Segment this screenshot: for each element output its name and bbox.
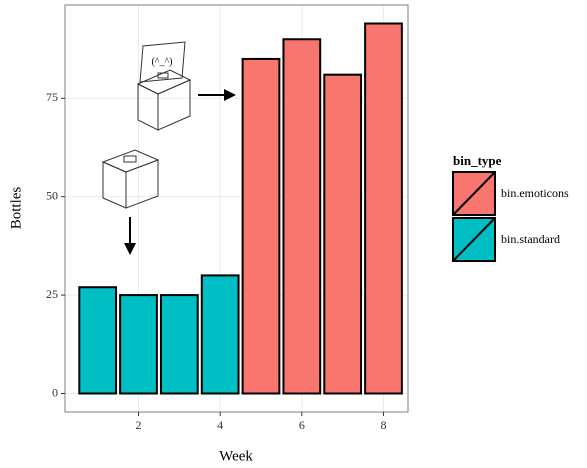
bar <box>202 275 239 393</box>
legend: bin.emoticons bin.standard <box>453 172 569 261</box>
chart: (^_^) Week Bottles bin_type bin.emoticon… <box>0 0 587 468</box>
y-tick-label: 25 <box>46 287 58 301</box>
x-tick-label: 8 <box>381 418 387 432</box>
x-axis-title: Week <box>219 448 253 464</box>
bar <box>79 287 116 393</box>
x-tick-label: 2 <box>136 418 142 432</box>
legend-label: bin.emoticons <box>501 186 569 200</box>
bar <box>283 39 320 393</box>
y-tick-label: 75 <box>46 90 58 104</box>
bar <box>365 24 402 394</box>
x-tick-label: 6 <box>299 418 305 432</box>
bar <box>161 295 198 393</box>
legend-title: bin_type <box>453 153 502 168</box>
bar <box>120 295 157 393</box>
bar <box>243 59 280 394</box>
legend-label: bin.standard <box>501 232 560 246</box>
emoticon-text: (^_^) <box>151 56 172 67</box>
y-tick-label: 50 <box>46 188 58 202</box>
y-tick-label: 0 <box>52 385 58 399</box>
y-axis-title: Bottles <box>8 187 24 230</box>
x-tick-label: 4 <box>217 418 223 432</box>
bar <box>324 75 361 394</box>
